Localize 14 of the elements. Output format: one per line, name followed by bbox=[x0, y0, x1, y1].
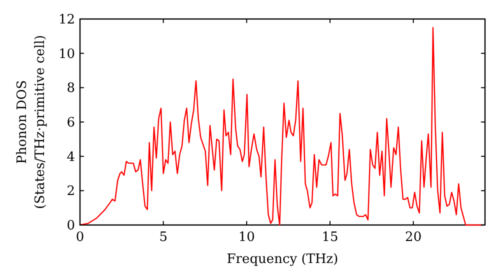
y-tick-label: 8 bbox=[66, 81, 75, 96]
line-series bbox=[79, 26, 484, 226]
y-tick-label: 2 bbox=[66, 184, 75, 200]
y-tick-label: 0 bbox=[66, 218, 75, 234]
x-tick-label: 5 bbox=[159, 230, 168, 245]
y-tick-label: 10 bbox=[58, 46, 75, 62]
x-tick-label: 10 bbox=[238, 230, 255, 245]
y-tick-label: 12 bbox=[58, 12, 75, 28]
x-axis-title: Frequency (THz) bbox=[226, 252, 338, 267]
y-axis-title: Phonon DOS (States/THz·primitive cell) bbox=[15, 34, 48, 210]
x-tick-label: 20 bbox=[405, 230, 422, 245]
x-tick-label: 15 bbox=[322, 230, 338, 245]
y-tick-label: 4 bbox=[66, 150, 75, 165]
y-tick-label: 6 bbox=[66, 116, 75, 131]
